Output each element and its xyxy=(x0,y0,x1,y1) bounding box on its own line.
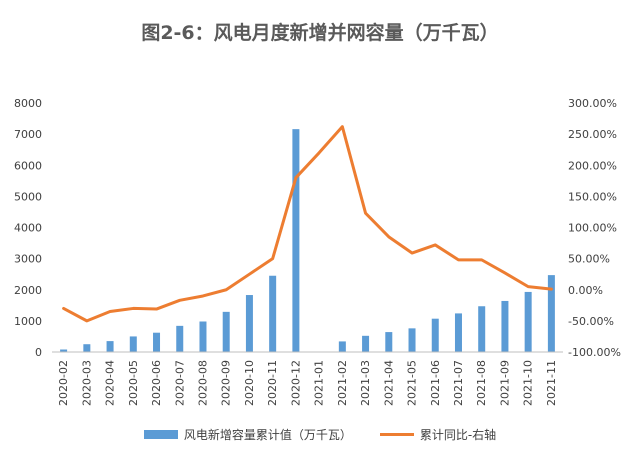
x-tick-label: 2021-01 xyxy=(313,360,326,406)
bar xyxy=(292,129,300,352)
bar xyxy=(362,335,370,352)
bar xyxy=(153,332,161,352)
x-tick-label: 2021-03 xyxy=(359,360,372,406)
bar xyxy=(106,341,114,352)
left-tick-label: 7000 xyxy=(14,128,42,141)
x-tick-label: 2020-12 xyxy=(289,360,302,406)
left-tick-label: 1000 xyxy=(14,315,42,328)
bar xyxy=(176,325,184,352)
right-axis: -100.00% -50.00% 0.00% 50.00% 100.00% 150.00%… xyxy=(568,97,621,359)
x-tick-label: 2021-07 xyxy=(452,360,465,406)
bar xyxy=(338,341,346,352)
left-tick-label: 2000 xyxy=(14,284,42,297)
x-tick-label: 2020-09 xyxy=(220,360,233,406)
bar xyxy=(431,318,439,352)
left-tick-label: 4000 xyxy=(14,222,42,235)
bar xyxy=(60,349,68,352)
x-tick-label: 2020-11 xyxy=(266,360,279,406)
x-tick-label: 2020-06 xyxy=(150,360,163,406)
legend-item-bar: 风电新增容量累计值（万千瓦） xyxy=(143,426,352,443)
x-tick-label: 2021-02 xyxy=(336,360,349,406)
bar xyxy=(222,311,230,352)
left-axis: 0 1000 2000 3000 4000 5000 6000 7000 8000 xyxy=(14,97,42,359)
x-axis: 2020-02 2020-03 2020-04 2020-05 2020-06 2020-… xyxy=(52,351,563,406)
left-tick-label: 3000 xyxy=(14,253,42,266)
legend-line-swatch xyxy=(379,433,414,436)
x-tick-label: 2021-11 xyxy=(545,360,558,406)
legend-bar-swatch xyxy=(143,430,178,439)
bar xyxy=(83,344,91,352)
bar xyxy=(408,328,416,352)
right-tick-label: -100.00% xyxy=(568,346,621,359)
x-tick-label: 2020-05 xyxy=(127,360,140,406)
x-tick-label: 2020-10 xyxy=(243,360,256,406)
bar-series xyxy=(60,129,555,352)
bar xyxy=(199,321,207,352)
left-tick-label: 5000 xyxy=(14,190,42,203)
left-tick-label: 6000 xyxy=(14,159,42,172)
x-tick-label: 2020-02 xyxy=(57,360,70,406)
chart-title: 图2-6：风电月度新增并网容量（万千瓦） xyxy=(141,22,499,44)
x-tick-label: 2020-07 xyxy=(173,360,186,406)
bar xyxy=(454,313,462,352)
right-tick-label: -50.00% xyxy=(568,315,614,328)
left-tick-label: 0 xyxy=(35,346,42,359)
right-tick-label: 300.00% xyxy=(568,97,617,110)
line-series xyxy=(62,125,553,323)
right-tick-label: 200.00% xyxy=(568,159,617,172)
right-tick-label: 0.00% xyxy=(568,284,603,297)
legend-label-line: 累计同比-右轴 xyxy=(419,428,497,442)
x-tick-label: 2020-03 xyxy=(80,360,93,406)
right-tick-label: 100.00% xyxy=(568,222,617,235)
right-tick-label: 50.00% xyxy=(568,253,610,266)
x-tick-label: 2021-04 xyxy=(382,360,395,406)
x-tick-label: 2020-08 xyxy=(196,360,209,406)
line-path xyxy=(62,125,553,323)
x-tick-label: 2020-04 xyxy=(104,360,117,406)
x-tick-label: 2021-06 xyxy=(429,360,442,406)
bar xyxy=(269,275,277,352)
bar xyxy=(524,291,532,352)
x-tick-label: 2021-10 xyxy=(522,360,535,406)
bar xyxy=(129,336,137,352)
bar xyxy=(385,332,393,352)
legend: 风电新增容量累计值（万千瓦） 累计同比-右轴 xyxy=(0,426,640,443)
bar xyxy=(478,306,486,352)
right-tick-label: 150.00% xyxy=(568,190,617,203)
x-tick-label: 2021-09 xyxy=(498,360,511,406)
legend-label-bar: 风电新增容量累计值（万千瓦） xyxy=(183,428,352,442)
bar xyxy=(547,275,555,352)
bar xyxy=(245,295,253,352)
bar xyxy=(501,300,509,352)
right-tick-label: 250.00% xyxy=(568,128,617,141)
x-tick-label: 2021-05 xyxy=(406,360,419,406)
x-tick-label: 2021-08 xyxy=(475,360,488,406)
left-tick-label: 8000 xyxy=(14,97,42,110)
legend-item-line: 累计同比-右轴 xyxy=(379,426,497,443)
